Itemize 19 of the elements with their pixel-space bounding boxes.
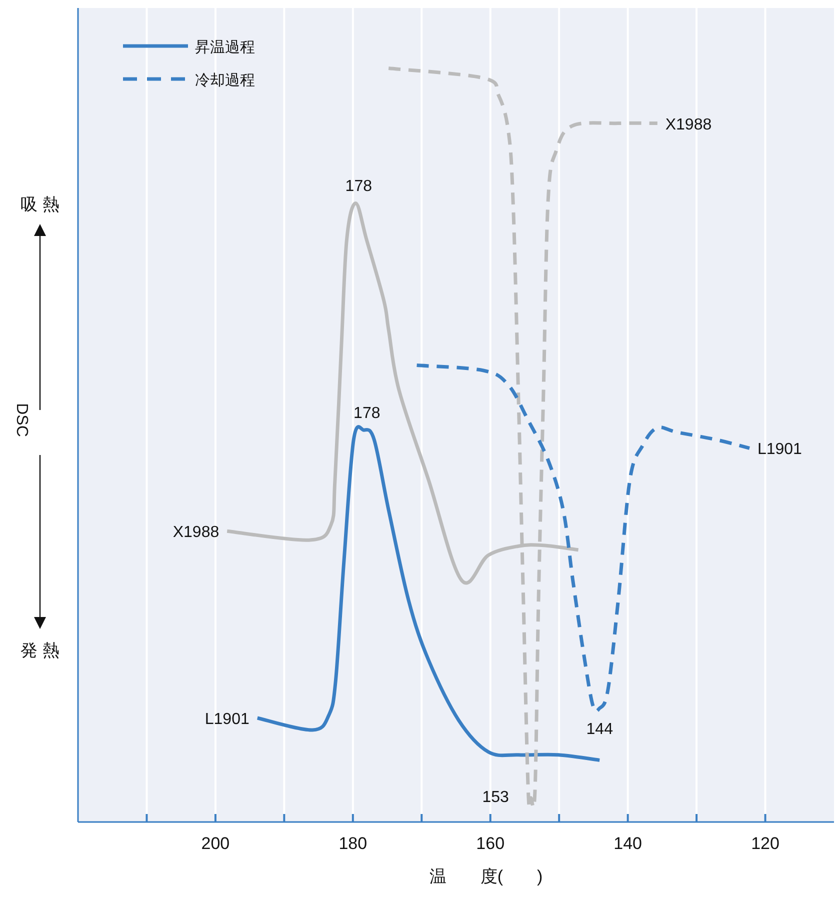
x-tick-label: 160 bbox=[476, 834, 505, 853]
x-tick-label: 180 bbox=[338, 834, 368, 853]
x-tick-label: 140 bbox=[614, 834, 642, 853]
series-label: X1988 bbox=[665, 116, 712, 134]
x-axis-title: 温 度( ) bbox=[429, 867, 543, 886]
annotation: 153 bbox=[482, 788, 510, 806]
series-label: X1988 bbox=[172, 524, 220, 542]
text: 吸 熱 bbox=[20, 195, 60, 214]
text: 昇温過程 bbox=[195, 39, 255, 56]
annotation: 178 bbox=[345, 178, 372, 196]
text: 発 熱 bbox=[20, 641, 60, 660]
series-label: L1901 bbox=[757, 441, 802, 458]
annotation: 冷却過程 bbox=[195, 72, 255, 89]
x-tick-label: 120 bbox=[751, 834, 780, 853]
annotation: 144 bbox=[586, 721, 614, 738]
series-label: L1901 bbox=[204, 710, 250, 728]
x-tick-label: 200 bbox=[201, 834, 230, 853]
y-axis-title: DSC bbox=[13, 403, 30, 437]
annotation: 178 bbox=[354, 405, 380, 422]
